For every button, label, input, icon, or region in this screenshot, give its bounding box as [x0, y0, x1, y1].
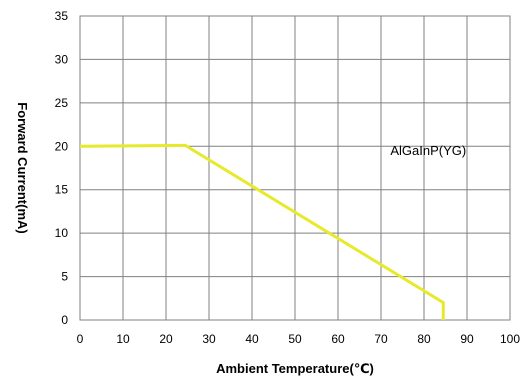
grid [79, 15, 511, 321]
x-axis-ticks: 0 10 20 30 40 50 60 70 80 90 100 [77, 332, 521, 346]
y-tick-label-0: 0 [61, 313, 68, 327]
y-tick-label-5: 25 [55, 96, 69, 110]
y-tick-label-2: 10 [55, 226, 69, 240]
x-tick-label-4: 40 [245, 332, 259, 346]
x-tick-label-2: 20 [159, 332, 173, 346]
y-tick-label-6: 30 [55, 52, 69, 66]
x-tick-label-1: 10 [116, 332, 130, 346]
series-annotation-0: AlGaInP(YG) [390, 143, 466, 158]
series-layer [79, 143, 445, 320]
y-tick-label-4: 20 [55, 139, 69, 153]
x-tick-label-9: 90 [460, 332, 474, 346]
annotations: AlGaInP(YG) [390, 143, 466, 158]
y-axis-ticks: 0 5 10 15 20 25 30 35 [55, 9, 69, 327]
x-tick-label-0: 0 [77, 332, 84, 346]
x-tick-label-3: 30 [202, 332, 216, 346]
x-tick-label-6: 60 [331, 332, 345, 346]
x-tick-label-10: 100 [500, 332, 520, 346]
plot-area-frame [79, 15, 511, 321]
x-tick-label-8: 80 [417, 332, 431, 346]
y-tick-label-1: 5 [61, 270, 68, 284]
y-tick-label-3: 15 [55, 183, 69, 197]
x-tick-label-5: 50 [288, 332, 302, 346]
x-axis-title: Ambient Temperature(℃) [216, 361, 374, 376]
y-axis-title: Forward Current(mA) [15, 102, 30, 233]
x-tick-label-7: 70 [374, 332, 388, 346]
y-tick-label-7: 35 [55, 9, 69, 23]
series-line-0 [79, 143, 445, 320]
